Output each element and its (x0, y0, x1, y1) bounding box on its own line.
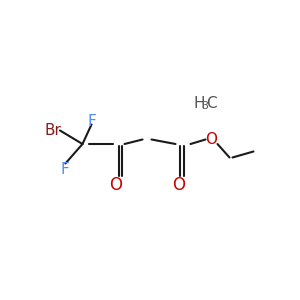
Text: O: O (109, 176, 122, 194)
Text: Br: Br (44, 123, 61, 138)
Text: O: O (172, 176, 185, 194)
Text: F: F (60, 162, 69, 177)
Text: C: C (206, 96, 217, 111)
Text: O: O (206, 132, 218, 147)
Text: H: H (194, 96, 205, 111)
Text: F: F (87, 114, 96, 129)
Text: 3: 3 (201, 101, 208, 111)
